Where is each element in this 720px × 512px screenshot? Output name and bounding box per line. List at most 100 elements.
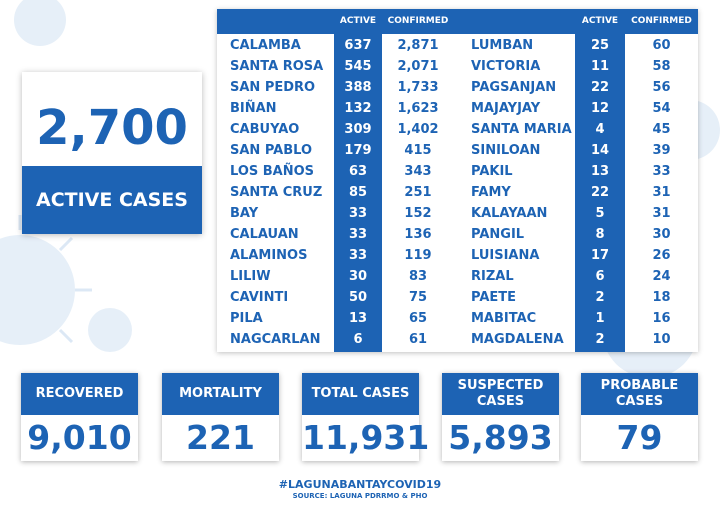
table-row: PILA 13 65 MABITAC 1 16 bbox=[217, 308, 698, 329]
confirmed-count: 24 bbox=[652, 269, 671, 284]
municipality-name: KALAYAAN bbox=[471, 206, 548, 221]
confirmed-count: 60 bbox=[652, 38, 671, 53]
active-count: 388 bbox=[344, 80, 372, 95]
confirmed-count: 56 bbox=[652, 80, 671, 95]
right-active-header: ACTIVE bbox=[581, 16, 619, 26]
municipality-name: MABITAC bbox=[471, 311, 537, 326]
table-row: SAN PEDRO 388 1,733 PAGSANJAN 22 56 bbox=[217, 77, 698, 98]
active-count: 545 bbox=[344, 59, 372, 74]
active-count: 132 bbox=[344, 101, 372, 116]
table-header: ACTIVE CONFIRMED ACTIVE CONFIRMED bbox=[217, 9, 698, 34]
confirmed-count: 75 bbox=[408, 290, 428, 305]
table-row: SANTA ROSA 545 2,071 VICTORIA 11 58 bbox=[217, 56, 698, 77]
table-row: NAGCARLAN 6 61 MAGDALENA 2 10 bbox=[217, 329, 698, 350]
confirmed-count: 10 bbox=[652, 332, 671, 347]
municipality-name: SAN PEDRO bbox=[230, 80, 316, 95]
municipality-name: PAKIL bbox=[471, 164, 513, 179]
confirmed-count: 2,071 bbox=[397, 59, 439, 74]
municipality-name: VICTORIA bbox=[471, 59, 541, 74]
stat-label: SUSPECTED CASES bbox=[442, 373, 559, 415]
table-row: BAY 33 152 KALAYAAN 5 31 bbox=[217, 203, 698, 224]
confirmed-count: 1,402 bbox=[397, 122, 439, 137]
left-active-column bbox=[334, 34, 382, 352]
table-row: BIÑAN 132 1,623 MAJAYJAY 12 54 bbox=[217, 98, 698, 119]
confirmed-count: 251 bbox=[404, 185, 432, 200]
municipality-name: FAMY bbox=[471, 185, 511, 200]
municipality-name: PAETE bbox=[471, 290, 517, 305]
confirmed-count: 26 bbox=[652, 248, 671, 263]
active-count: 30 bbox=[348, 269, 368, 284]
confirmed-count: 65 bbox=[408, 311, 428, 326]
active-count: 85 bbox=[348, 185, 368, 200]
confirmed-count: 61 bbox=[408, 332, 428, 347]
table-row: SAN PABLO 179 415 SINILOAN 14 39 bbox=[217, 140, 698, 161]
confirmed-count: 58 bbox=[652, 59, 671, 74]
stat-label: TOTAL CASES bbox=[302, 373, 419, 415]
municipality-name: RIZAL bbox=[471, 269, 514, 284]
municipality-name: BAY bbox=[230, 206, 259, 221]
left-confirmed-header: CONFIRMED bbox=[387, 16, 449, 26]
active-cases-panel: 2,700 ACTIVE CASES bbox=[22, 72, 202, 234]
active-count: 17 bbox=[590, 248, 610, 263]
municipality-name: SANTA ROSA bbox=[230, 59, 324, 74]
active-count: 33 bbox=[348, 206, 368, 221]
active-count: 13 bbox=[590, 164, 610, 179]
table-row: LOS BAÑOS 63 343 PAKIL 13 33 bbox=[217, 161, 698, 182]
active-count: 1 bbox=[595, 311, 605, 326]
municipality-name: SINILOAN bbox=[471, 143, 541, 158]
confirmed-count: 54 bbox=[652, 101, 671, 116]
confirmed-count: 119 bbox=[404, 248, 432, 263]
confirmed-count: 31 bbox=[652, 185, 671, 200]
table-row: LILIW 30 83 RIZAL 6 24 bbox=[217, 266, 698, 287]
confirmed-count: 415 bbox=[404, 143, 432, 158]
active-count: 14 bbox=[590, 143, 610, 158]
municipality-name: PANGIL bbox=[471, 227, 525, 242]
active-count: 11 bbox=[590, 59, 610, 74]
active-count: 25 bbox=[590, 38, 610, 53]
confirmed-count: 343 bbox=[404, 164, 432, 179]
municipality-name: NAGCARLAN bbox=[230, 332, 321, 347]
active-count: 2 bbox=[595, 290, 605, 305]
active-cases-total: 2,700 bbox=[36, 100, 188, 156]
municipality-name: PILA bbox=[230, 311, 263, 326]
stat-label: PROBABLE CASES bbox=[581, 373, 698, 415]
active-count: 4 bbox=[595, 122, 605, 137]
municipality-name: CAVINTI bbox=[230, 290, 289, 305]
active-count: 179 bbox=[344, 143, 372, 158]
municipality-name: PAGSANJAN bbox=[471, 80, 557, 95]
confirmed-count: 45 bbox=[652, 122, 671, 137]
municipality-name: LILIW bbox=[230, 269, 271, 284]
active-count: 2 bbox=[595, 332, 605, 347]
municipality-name: LUISIANA bbox=[471, 248, 540, 263]
municipality-name: CALAUAN bbox=[230, 227, 299, 242]
right-active-column bbox=[575, 34, 625, 352]
table-row: CABUYAO 309 1,402 SANTA MARIA 4 45 bbox=[217, 119, 698, 140]
municipality-name: SANTA CRUZ bbox=[230, 185, 323, 200]
confirmed-count: 18 bbox=[652, 290, 671, 305]
stat-box: SUSPECTED CASES 5,893 bbox=[442, 373, 559, 461]
stat-label: MORTALITY bbox=[162, 373, 279, 415]
table-row: CAVINTI 50 75 PAETE 2 18 bbox=[217, 287, 698, 308]
table-row: SANTA CRUZ 85 251 FAMY 22 31 bbox=[217, 182, 698, 203]
stat-value: 9,010 bbox=[27, 418, 132, 457]
active-count: 6 bbox=[595, 269, 605, 284]
confirmed-count: 1,623 bbox=[397, 101, 439, 116]
municipality-name: BIÑAN bbox=[230, 101, 277, 116]
table-row: CALAMBA 637 2,871 LUMBAN 25 60 bbox=[217, 35, 698, 56]
table-row: CALAUAN 33 136 PANGIL 8 30 bbox=[217, 224, 698, 245]
municipality-name: MAGDALENA bbox=[471, 332, 564, 347]
active-count: 22 bbox=[590, 80, 610, 95]
active-count: 12 bbox=[590, 101, 610, 116]
active-count: 309 bbox=[344, 122, 372, 137]
stat-box: RECOVERED 9,010 bbox=[21, 373, 138, 461]
active-count: 22 bbox=[590, 185, 610, 200]
stat-box: PROBABLE CASES 79 bbox=[581, 373, 698, 461]
active-count: 8 bbox=[595, 227, 605, 242]
active-count: 33 bbox=[348, 248, 368, 263]
stat-value: 11,931 bbox=[302, 418, 430, 457]
active-cases-label: ACTIVE CASES bbox=[22, 166, 202, 234]
confirmed-count: 2,871 bbox=[397, 38, 439, 53]
active-count: 33 bbox=[348, 227, 368, 242]
source-note: SOURCE: LAGUNA PDRRMO & PHO bbox=[292, 492, 428, 500]
municipality-name: LUMBAN bbox=[471, 38, 534, 53]
